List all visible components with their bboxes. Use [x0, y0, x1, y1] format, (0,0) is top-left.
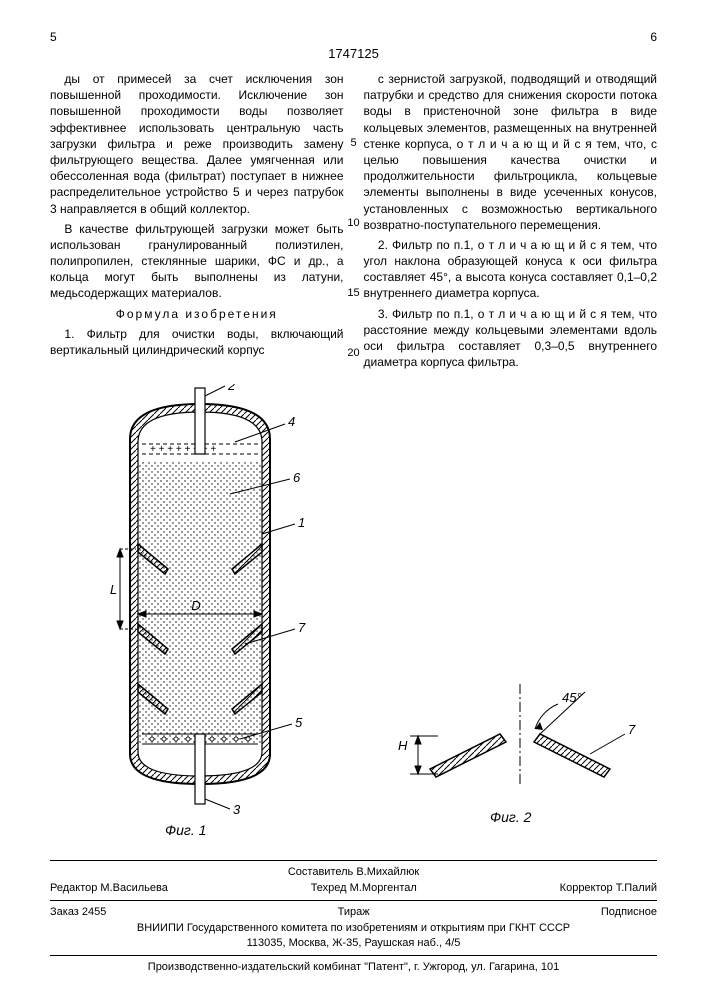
prod: Производственно-издательский комбинат "П…: [50, 960, 657, 975]
order: Заказ 2455: [50, 905, 106, 920]
editor: Редактор М.Васильева: [50, 881, 168, 896]
para: 1. Фильтр для очистки воды, включающий в…: [50, 326, 344, 358]
corrector: Корректор Т.Палий: [560, 881, 657, 896]
patent-page: 5 6 1747125 ды от примесей за счет исклю…: [0, 0, 707, 1000]
angle-label: 45°: [562, 690, 582, 705]
callout: 2: [227, 384, 236, 393]
right-column: с зернистой загрузкой, подводящий и отво…: [364, 71, 658, 374]
addr: 113035, Москва, Ж-35, Раушская наб., 4/5: [50, 936, 657, 951]
svg-text:+ + + + + + + +: + + + + + + + +: [150, 444, 216, 455]
patent-number: 1747125: [50, 46, 657, 61]
callout: 7: [628, 722, 636, 737]
line-mark: 10: [347, 217, 359, 229]
compiler: Составитель В.Михайлюк: [50, 865, 657, 880]
callout: 6: [293, 470, 301, 485]
dim-D: D: [191, 598, 200, 613]
dim-H: H: [398, 738, 408, 753]
figure-1: + + + + + + + +: [70, 384, 350, 824]
fig1-label: Фиг. 1: [165, 822, 206, 838]
tirazh: Тираж: [338, 905, 370, 920]
para: В качестве фильтрующей загрузки может бы…: [50, 221, 344, 302]
para: 2. Фильтр по п.1, о т л и ч а ю щ и й с …: [364, 237, 658, 302]
para: 3. Фильтр по п.1, о т л и ч а ю щ и й с …: [364, 306, 658, 371]
callout: 1: [298, 515, 305, 530]
line-mark: 5: [350, 137, 356, 149]
line-mark: 20: [347, 347, 359, 359]
para: с зернистой загрузкой, подводящий и отво…: [364, 71, 658, 233]
formula-title: Формула изобретения: [50, 306, 344, 322]
page-right: 6: [650, 30, 657, 44]
figures-area: + + + + + + + +: [50, 384, 657, 854]
callout: 3: [233, 802, 241, 817]
line-mark: 15: [347, 287, 359, 299]
org: ВНИИПИ Государственного комитета по изоб…: [50, 921, 657, 936]
callout: 5: [295, 715, 303, 730]
dim-L: L: [110, 582, 117, 597]
page-left: 5: [50, 30, 57, 44]
callout: 4: [288, 414, 295, 429]
subscr: Подписное: [601, 905, 657, 920]
callout: 7: [298, 620, 306, 635]
left-column: ды от примесей за счет исключения зон по…: [50, 71, 344, 374]
figure-2: 45° H 7: [390, 674, 650, 824]
fig2-label: Фиг. 2: [490, 809, 531, 825]
imprint-footer: Составитель В.Михайлюк Редактор М.Василь…: [50, 860, 657, 975]
tech: Техред М.Моргентал: [311, 881, 417, 896]
para: ды от примесей за счет исключения зон по…: [50, 71, 344, 217]
page-numbers: 5 6: [50, 30, 657, 44]
text-columns: ды от примесей за счет исключения зон по…: [50, 71, 657, 374]
